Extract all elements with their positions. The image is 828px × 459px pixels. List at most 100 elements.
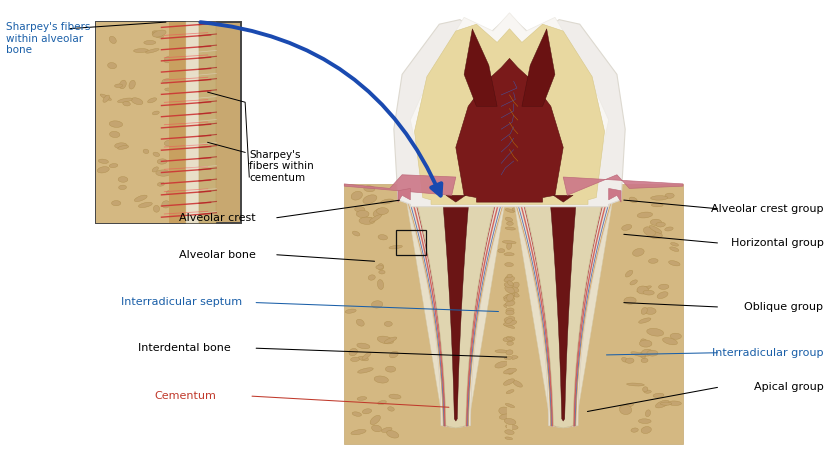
Ellipse shape xyxy=(99,159,108,163)
Ellipse shape xyxy=(637,212,652,218)
Ellipse shape xyxy=(165,88,172,91)
Ellipse shape xyxy=(506,369,512,374)
Ellipse shape xyxy=(505,294,514,298)
Ellipse shape xyxy=(657,292,667,298)
Polygon shape xyxy=(549,191,576,421)
Text: Horizontal group: Horizontal group xyxy=(729,238,822,248)
Ellipse shape xyxy=(507,281,513,286)
Ellipse shape xyxy=(503,369,516,374)
Ellipse shape xyxy=(647,258,657,263)
Ellipse shape xyxy=(505,403,514,408)
Ellipse shape xyxy=(350,357,359,362)
Ellipse shape xyxy=(632,248,643,256)
Ellipse shape xyxy=(377,336,393,344)
Ellipse shape xyxy=(504,227,515,230)
Ellipse shape xyxy=(648,232,662,239)
Ellipse shape xyxy=(624,270,632,277)
Ellipse shape xyxy=(636,286,647,294)
Ellipse shape xyxy=(357,397,366,400)
Ellipse shape xyxy=(655,222,665,227)
Polygon shape xyxy=(552,195,572,202)
Ellipse shape xyxy=(630,428,638,432)
Ellipse shape xyxy=(505,308,513,313)
Ellipse shape xyxy=(512,282,518,289)
Ellipse shape xyxy=(503,317,514,322)
Ellipse shape xyxy=(494,361,507,368)
Ellipse shape xyxy=(161,79,172,83)
Ellipse shape xyxy=(667,401,681,405)
Ellipse shape xyxy=(621,357,627,362)
Ellipse shape xyxy=(118,98,132,102)
Ellipse shape xyxy=(103,95,109,102)
Polygon shape xyxy=(445,195,465,202)
Ellipse shape xyxy=(497,249,504,252)
Ellipse shape xyxy=(118,146,128,149)
Ellipse shape xyxy=(503,419,515,425)
Ellipse shape xyxy=(356,210,368,218)
Ellipse shape xyxy=(505,301,514,306)
Ellipse shape xyxy=(504,286,514,293)
Ellipse shape xyxy=(166,190,175,195)
Polygon shape xyxy=(416,200,495,428)
Ellipse shape xyxy=(669,333,681,339)
Ellipse shape xyxy=(651,203,662,207)
Polygon shape xyxy=(455,58,562,202)
Ellipse shape xyxy=(507,274,512,278)
Ellipse shape xyxy=(164,55,176,60)
Ellipse shape xyxy=(643,308,655,314)
Ellipse shape xyxy=(119,80,126,89)
Ellipse shape xyxy=(502,241,516,244)
Ellipse shape xyxy=(388,407,394,411)
Ellipse shape xyxy=(386,431,398,438)
Ellipse shape xyxy=(344,309,356,313)
Ellipse shape xyxy=(503,324,514,328)
Ellipse shape xyxy=(373,208,385,217)
Polygon shape xyxy=(522,29,554,106)
Ellipse shape xyxy=(662,338,676,345)
Polygon shape xyxy=(406,200,505,428)
Ellipse shape xyxy=(108,62,117,69)
Ellipse shape xyxy=(506,341,513,345)
Text: Sharpey's
fibers within
cementum: Sharpey's fibers within cementum xyxy=(249,150,314,183)
Polygon shape xyxy=(441,191,469,421)
Ellipse shape xyxy=(388,245,402,249)
Ellipse shape xyxy=(109,131,120,138)
Ellipse shape xyxy=(354,207,364,212)
Ellipse shape xyxy=(172,173,184,180)
Ellipse shape xyxy=(503,293,514,298)
Ellipse shape xyxy=(505,425,518,430)
Ellipse shape xyxy=(375,265,383,269)
Ellipse shape xyxy=(157,159,166,164)
Text: Interradicular septum: Interradicular septum xyxy=(121,297,242,308)
Ellipse shape xyxy=(650,196,667,200)
Text: Cementum: Cementum xyxy=(154,391,216,401)
Ellipse shape xyxy=(152,30,166,37)
Ellipse shape xyxy=(642,387,647,392)
Ellipse shape xyxy=(112,201,121,206)
Ellipse shape xyxy=(503,356,518,360)
Text: Interdental bone: Interdental bone xyxy=(137,343,230,353)
Ellipse shape xyxy=(652,393,663,397)
Ellipse shape xyxy=(378,401,386,405)
Ellipse shape xyxy=(504,263,513,267)
Ellipse shape xyxy=(352,231,359,236)
Ellipse shape xyxy=(669,247,678,252)
Ellipse shape xyxy=(506,356,512,359)
Ellipse shape xyxy=(655,400,668,408)
Polygon shape xyxy=(507,200,512,444)
Ellipse shape xyxy=(164,59,171,63)
Polygon shape xyxy=(185,22,199,223)
Polygon shape xyxy=(393,15,624,207)
Ellipse shape xyxy=(169,203,180,207)
Ellipse shape xyxy=(626,383,643,386)
Ellipse shape xyxy=(505,276,513,280)
Ellipse shape xyxy=(352,412,361,416)
Polygon shape xyxy=(513,200,612,428)
Ellipse shape xyxy=(376,207,388,214)
Ellipse shape xyxy=(359,217,374,224)
Ellipse shape xyxy=(172,217,182,222)
Ellipse shape xyxy=(109,36,116,44)
Polygon shape xyxy=(406,200,505,425)
Ellipse shape xyxy=(371,301,383,308)
Ellipse shape xyxy=(164,140,172,146)
